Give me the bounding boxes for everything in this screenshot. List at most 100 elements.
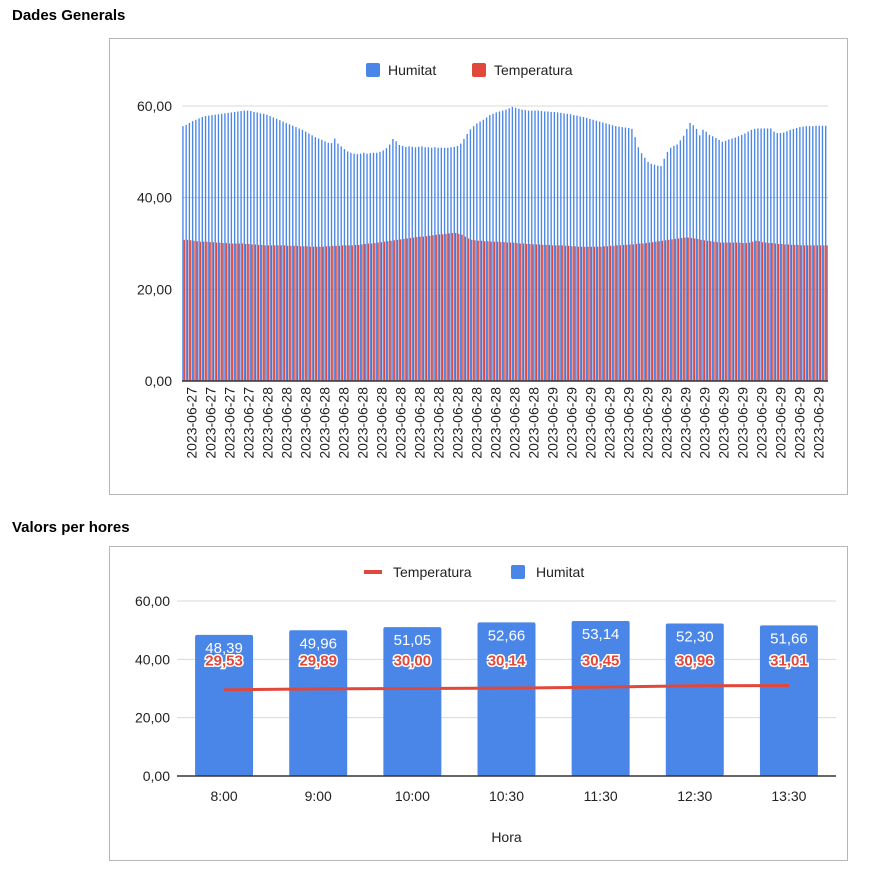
bar-temperature — [438, 234, 441, 381]
bar-temperature — [819, 245, 822, 381]
bar-humidity — [511, 106, 514, 382]
bar-humidity — [295, 127, 297, 381]
bar-humidity — [304, 131, 307, 381]
bar-humidity — [763, 128, 766, 381]
bar-temperature — [790, 244, 793, 381]
general-chart-frame: Humitat Temperatura 0,00 20,00 40,00 60,00 202… — [109, 38, 848, 495]
bar-temperature — [303, 246, 305, 381]
x-tick-label: 2023-06-29 — [564, 387, 580, 459]
bar-humidity — [514, 107, 517, 381]
bar-temperature — [196, 241, 198, 381]
bar-humidity — [650, 163, 652, 381]
bar-humidity — [308, 133, 310, 381]
bar-humidity — [582, 117, 585, 381]
bar-humidity — [553, 111, 556, 381]
bar-humidity — [734, 137, 736, 381]
bar-temperature — [606, 246, 609, 381]
bar-temperature — [387, 241, 389, 381]
bar-humidity — [792, 128, 795, 381]
x-tick-label: 2023-06-28 — [526, 387, 542, 459]
bar-temperature — [735, 242, 738, 381]
bar-humidity — [695, 128, 698, 381]
bar-humidity — [353, 153, 355, 381]
y-tick-label: 40,00 — [135, 651, 170, 667]
bar-temperature — [584, 246, 586, 381]
x-tick-label: 2023-06-29 — [640, 387, 656, 459]
bar-temperature — [403, 238, 405, 381]
bar-humidity — [679, 140, 682, 381]
bar-humidity — [346, 151, 349, 381]
x-tick-label: 2023-06-28 — [450, 387, 466, 459]
hourly-values-chart: Temperatura Humitat 0,00 20,00 40,00 60,00 48,… — [135, 564, 836, 845]
bar-humidity — [744, 133, 746, 381]
bar-temperature — [535, 244, 538, 381]
bar-humidity — [705, 131, 707, 381]
legend-swatch-humidity — [366, 63, 380, 77]
bar-humidity — [469, 129, 472, 381]
bar-temperature — [639, 243, 641, 381]
bar-temperature — [645, 243, 647, 381]
bar-temperature — [529, 243, 531, 381]
bar-temperature — [742, 243, 744, 381]
bar-humidity — [463, 139, 465, 381]
y-tick-label: 20,00 — [135, 710, 170, 726]
bar-temperature — [661, 240, 664, 381]
hourly-chart-frame: Temperatura Humitat 0,00 20,00 40,00 60,00 48,… — [109, 546, 848, 861]
bar-humidity — [482, 119, 485, 381]
bar-temperature — [674, 238, 676, 381]
bar-temperature — [810, 245, 812, 381]
bar-humidity — [750, 129, 753, 381]
bar-humidity — [759, 625, 818, 776]
bar-humidity — [518, 108, 520, 381]
bar-humidity — [573, 115, 575, 382]
bar-humidity — [405, 146, 407, 381]
bar-humidity — [224, 113, 226, 381]
bar-humidity — [418, 146, 420, 381]
bar-humidity — [627, 128, 630, 381]
bar-temperature — [525, 243, 528, 381]
bar-humidity — [779, 133, 782, 381]
bar-humidity — [424, 147, 426, 381]
bar-temperature — [374, 243, 376, 381]
bar-humidity — [376, 152, 378, 381]
bar-humidity — [443, 147, 446, 381]
bar-humidity — [566, 113, 568, 382]
bar-humidity — [282, 121, 284, 381]
bar-humidity — [311, 135, 313, 381]
bar-temperature — [761, 242, 764, 381]
bar-humidity — [611, 125, 614, 381]
bar-temperature — [555, 245, 557, 381]
bar-humidity — [314, 137, 317, 381]
x-tick-label: 2023-06-28 — [469, 387, 485, 459]
bar-humidity — [372, 152, 375, 381]
bar-temperature — [280, 245, 282, 381]
data-label-temperature: 29,53 — [205, 652, 243, 669]
bar-temperature — [664, 240, 667, 381]
bar-humidity — [669, 147, 672, 381]
bar-temperature — [406, 238, 408, 381]
bar-temperature — [719, 242, 722, 381]
bar-humidity — [230, 112, 233, 382]
bar-temperature — [400, 239, 402, 381]
bar-temperature — [538, 244, 541, 381]
bar-humidity — [195, 119, 197, 381]
bar-temperature — [765, 242, 767, 381]
bar-humidity — [243, 110, 245, 381]
bar-humidity — [388, 144, 391, 381]
general-data-chart: Humitat Temperatura 0,00 20,00 40,00 60,00 202… — [137, 62, 828, 459]
bar-temperature — [358, 244, 360, 381]
bar-temperature — [335, 245, 337, 381]
bar-humidity — [589, 118, 591, 381]
bar-temperature — [293, 245, 295, 381]
bar-humidity — [279, 120, 281, 381]
bar-temperature — [729, 242, 731, 381]
bar-humidity — [825, 125, 827, 381]
x-tick-label: 12:30 — [677, 788, 712, 804]
bar-temperature — [206, 241, 208, 381]
bar-humidity — [334, 138, 336, 381]
bar-temperature — [429, 235, 431, 381]
bar-humidity — [476, 123, 478, 382]
bar-temperature — [409, 238, 412, 381]
bar-temperature — [454, 232, 457, 381]
bar-temperature — [316, 246, 318, 381]
